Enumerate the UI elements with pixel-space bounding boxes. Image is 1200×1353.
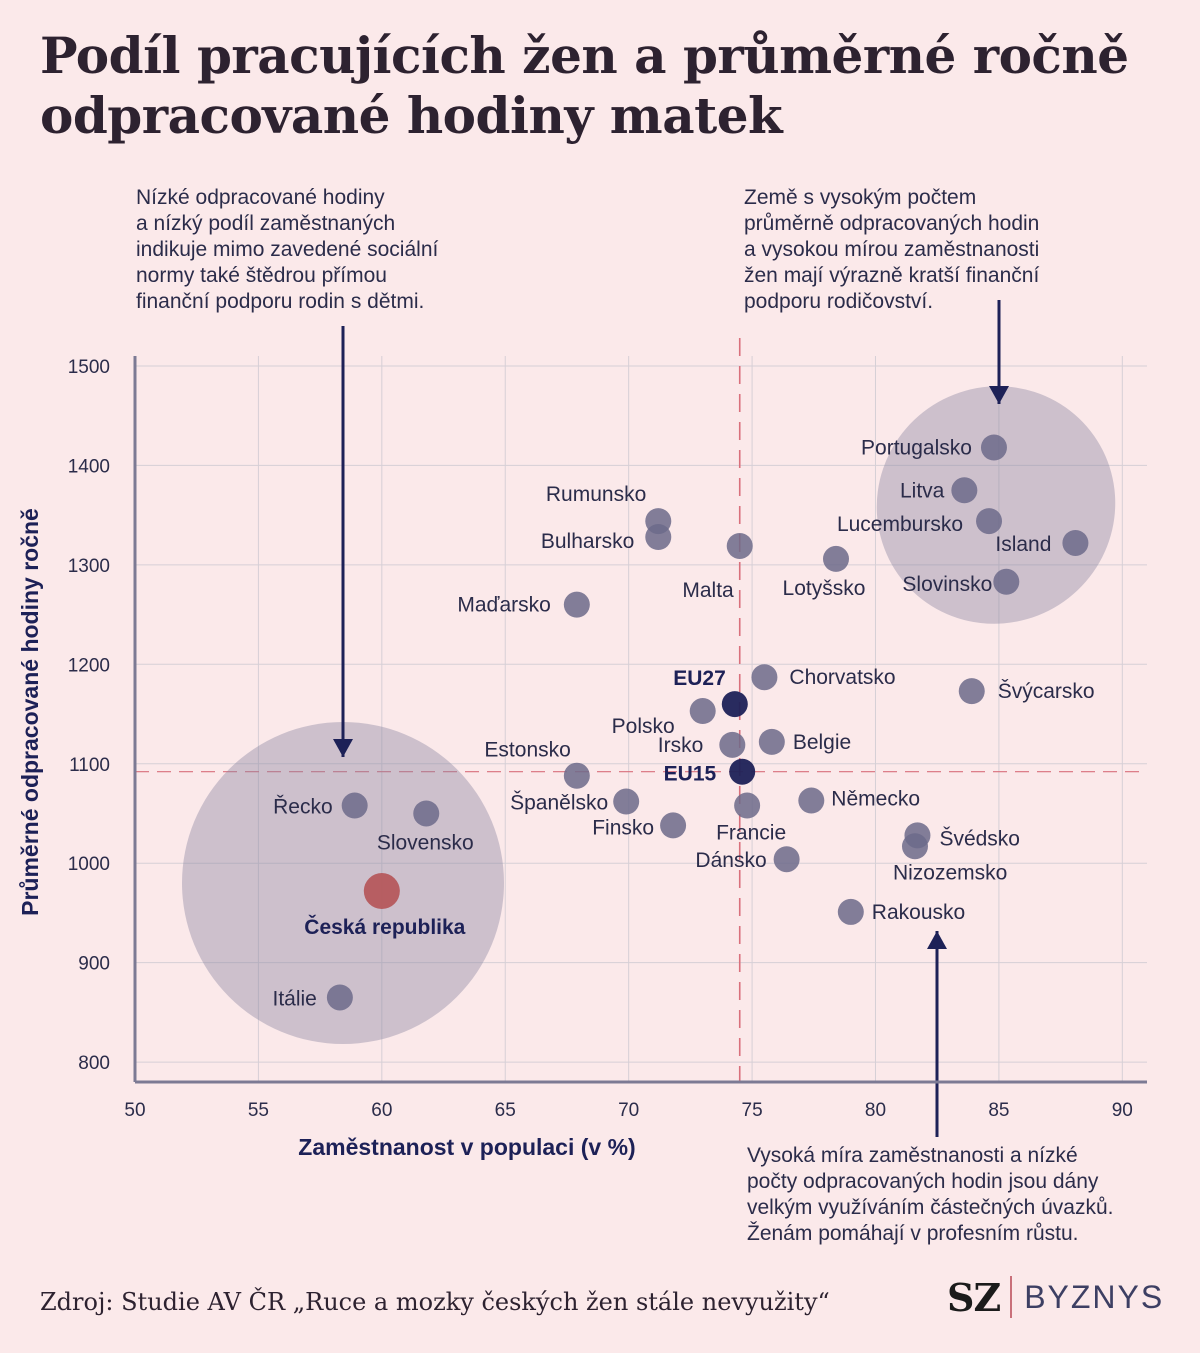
point-nemecko [798,787,825,814]
point-bulharsko [645,524,672,551]
point-nizozemsko [901,833,928,860]
y-axis-label: Průměrné odpracované hodiny ročně [17,508,43,916]
data-points [326,434,1089,1011]
point-slovensko [413,800,440,827]
label-finsko: Finsko [592,816,654,839]
label-slovinsko: Slovinsko [902,573,992,596]
label-eu15: EU15 [664,763,717,786]
x-tick-label: 90 [1112,1100,1133,1121]
point-slovinsko [993,568,1020,595]
point-irsko [719,731,746,758]
x-tick-label: 50 [124,1100,145,1121]
brand-logo: SZ BYZNYS [947,1272,1164,1322]
chart-title: Podíl pracujících žen a průměrné ročně o… [40,26,1129,145]
label-lucembursko: Lucembursko [837,513,963,536]
label-spanelsko: Španělsko [510,792,608,815]
y-tick-label: 1300 [68,556,110,577]
label-dansko: Dánsko [695,849,766,872]
label-estonsko: Estonsko [484,739,570,762]
label-nizozemsko: Nizozemsko [893,861,1007,884]
annotation-part-time: Vysoká míra zaměstnanosti a nízké počty … [747,1144,1114,1245]
x-tick-label: 65 [495,1100,516,1121]
label-italie: Itálie [273,987,317,1010]
label-bulharsko: Bulharsko [541,530,634,553]
x-tick-label: 80 [865,1100,886,1121]
x-tick-label: 55 [248,1100,269,1121]
cluster-high-hours [876,386,1116,624]
arrow-left-note-head [333,739,353,757]
label-lotyssko: Lotyšsko [783,577,866,600]
point-francie [734,792,761,819]
arrow-right-note-head [989,386,1009,404]
point-svycarsko [958,678,985,705]
label-francie: Francie [716,822,786,845]
source-note: Zdroj: Studie AV ČR „Ruce a mozky českýc… [40,1288,830,1316]
label-portugalsko: Portugalsko [861,436,972,459]
point-lucembursko [976,508,1003,535]
label-irsko: Irsko [658,734,704,757]
x-axis-label: Zaměstnanost v populaci (v %) [298,1134,635,1160]
label-litva: Litva [900,479,945,502]
label-recko: Řecko [273,796,333,819]
label-belgie: Belgie [793,731,851,754]
label-eu27: EU27 [673,667,726,690]
axes: 50 55 60 65 70 75 80 85 90 800 900 1000 1100 1200 1300… [68,356,1147,1121]
y-tick-label: 800 [78,1053,110,1074]
brand-sz: SZ [947,1274,1001,1320]
label-chorvatsko: Chorvatsko [789,666,895,689]
point-rakousko [837,898,864,925]
point-labels: Portugalsko Litva Lucembursko IslandSlovins… [273,436,1095,1010]
label-rumunsko: Rumunsko [546,483,646,506]
point-dansko [773,846,800,873]
label-rakousko: Rakousko [872,901,965,924]
label-ceska-republika: Česká republika [304,915,465,939]
x-tick-label: 60 [371,1100,392,1121]
y-tick-label: 1200 [68,655,110,676]
label-island: Island [995,533,1051,556]
arrow-bottom-note-head [927,931,947,949]
label-nemecko: Německo [831,788,920,811]
label-madarsko: Maďarsko [457,594,550,617]
brand-divider [1010,1276,1013,1318]
label-malta: Malta [682,579,734,602]
point-belgie [758,728,785,755]
point-eu15 [729,758,756,785]
label-slovensko: Slovensko [377,831,474,854]
point-finsko [660,812,687,839]
annotation-arrows [333,300,1009,1137]
point-litva [951,477,978,504]
label-polsko: Polsko [612,715,675,738]
x-tick-label: 70 [618,1100,639,1121]
point-ceska-republika [363,873,400,910]
x-tick-label: 85 [988,1100,1009,1121]
point-spanelsko [613,788,640,815]
label-svycarsko: Švýcarsko [998,680,1095,703]
y-tick-label: 1100 [69,755,110,776]
y-tick-label: 1000 [68,854,110,875]
point-lotyssko [822,545,849,572]
annotation-high-hours: Země s vysokým počtem průměrně odpracova… [744,186,1040,313]
point-polsko [689,698,716,725]
point-malta [726,532,753,559]
point-eu27 [721,691,748,718]
point-portugalsko [980,434,1007,461]
point-madarsko [563,591,590,618]
point-island [1062,529,1089,556]
y-tick-label: 900 [78,954,110,975]
point-italie [326,984,353,1011]
grid [134,356,1147,1082]
point-estonsko [563,762,590,789]
point-recko [341,792,368,819]
label-svedsko: Švédsko [939,827,1020,850]
x-tick-label: 75 [742,1100,763,1121]
y-tick-label: 1500 [68,357,110,378]
annotation-low-hours: Nízké odpracované hodiny a nízký podíl z… [136,186,439,313]
point-chorvatsko [751,664,778,691]
y-tick-label: 1400 [68,456,110,477]
brand-byznys: BYZNYS [1024,1278,1165,1315]
